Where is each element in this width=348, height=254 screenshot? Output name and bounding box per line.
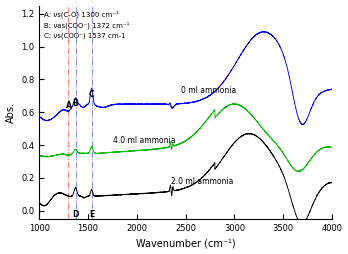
- Text: B: B: [73, 99, 78, 108]
- X-axis label: Wavenumber (cm⁻¹): Wavenumber (cm⁻¹): [136, 239, 235, 248]
- Text: D: D: [72, 210, 79, 219]
- Y-axis label: Abs.: Abs.: [6, 102, 16, 123]
- Text: A: A: [65, 101, 71, 110]
- Text: 4.0 ml ammonia: 4.0 ml ammonia: [113, 136, 176, 145]
- Text: C: C: [89, 90, 94, 99]
- Text: 2.0 ml ammonia: 2.0 ml ammonia: [171, 177, 233, 186]
- Text: E: E: [89, 210, 94, 219]
- Text: 0 ml ammonia: 0 ml ammonia: [181, 86, 236, 94]
- Text: A: νs(C-O) 1300 cm⁻¹
B: νas(COO⁻) 1372 cm⁻¹
C: νs(COO⁻) 1537 cm-1: A: νs(C-O) 1300 cm⁻¹ B: νas(COO⁻) 1372 c…: [44, 10, 129, 39]
